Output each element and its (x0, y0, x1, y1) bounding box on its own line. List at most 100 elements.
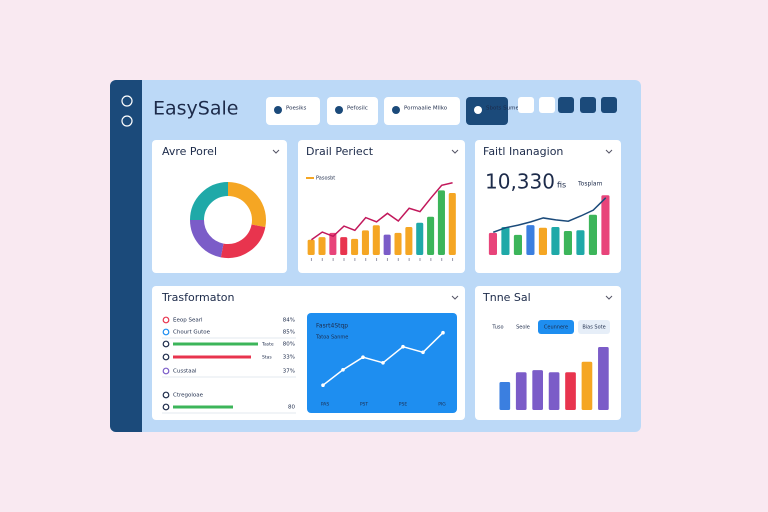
row-label: Chourt Gutoe (173, 330, 211, 336)
bar (513, 234, 522, 255)
row-label: Eeop Searl (173, 318, 203, 324)
panel-point (321, 383, 325, 388)
sidebar-icon[interactable] (121, 95, 133, 107)
row-pct: 85% (283, 330, 295, 336)
row-icon (162, 367, 170, 375)
total-value: 10,330 (485, 170, 555, 194)
row-tag: Taste (261, 342, 274, 348)
panel-point (361, 355, 365, 360)
button-label: Pefosilc (347, 106, 368, 112)
chevron[interactable] (272, 149, 280, 154)
panel-point (341, 368, 345, 372)
panel-axis-label: PIG (438, 402, 446, 408)
tab-label: Seole (516, 325, 530, 331)
bar (576, 230, 585, 255)
bar (563, 230, 572, 255)
header-button[interactable] (384, 97, 460, 125)
button-icon (474, 106, 482, 114)
donut-segment (220, 224, 266, 258)
chevron[interactable] (605, 295, 613, 300)
panel-point (441, 330, 445, 335)
bar (340, 237, 348, 255)
button-label: Poesiks (286, 106, 306, 112)
bar (598, 347, 609, 410)
tab[interactable] (578, 320, 610, 334)
sidebar-icon[interactable] (121, 115, 133, 127)
trend-line (310, 182, 453, 241)
tab[interactable] (538, 320, 574, 334)
header-button[interactable] (466, 97, 508, 125)
icon-button[interactable] (539, 97, 555, 113)
bar (307, 239, 315, 255)
progress-bar (173, 405, 233, 409)
bar (383, 234, 391, 255)
row-label: Cusstaal (173, 369, 197, 375)
bar (499, 382, 511, 410)
chevrons (272, 149, 613, 300)
row-icon (162, 353, 170, 361)
bar (416, 222, 424, 255)
header-button[interactable] (266, 97, 320, 125)
bar (538, 227, 547, 255)
row-pct: 33% (283, 355, 295, 361)
row-pct: 37% (283, 369, 295, 375)
bar (351, 238, 359, 255)
donut-segment (227, 182, 266, 228)
row-icon (162, 403, 170, 411)
header-button[interactable] (327, 97, 378, 125)
button-label: Pormaalie Mllko (404, 106, 448, 112)
row-label: Ctregoloae (173, 393, 204, 399)
row-pct: 80 (288, 405, 295, 411)
row-pct: 84% (283, 318, 295, 324)
bar (548, 372, 560, 410)
button-label: Sbots Sume (486, 106, 519, 112)
panel-point (421, 350, 425, 355)
panel-title: Fasrt4Stqp (316, 323, 348, 330)
panel-axis-label: PSE (399, 402, 408, 408)
donut-segment (190, 182, 229, 221)
row-icon (162, 316, 170, 324)
tab-label: Tuso (491, 325, 503, 331)
chevron[interactable] (605, 149, 613, 154)
bar (526, 225, 535, 255)
progress-bar (173, 342, 258, 346)
icon-button[interactable] (601, 97, 617, 113)
icon-button[interactable] (580, 97, 596, 113)
panel-point (381, 361, 385, 365)
trend-line (492, 197, 607, 233)
chevron[interactable] (451, 149, 459, 154)
bar (329, 232, 337, 255)
bar (532, 370, 543, 410)
row-pct: 80% (283, 342, 295, 348)
panel-axis-label: PAS (321, 402, 330, 408)
row-icon (162, 340, 170, 348)
legend-label: Pasosbt (316, 176, 335, 182)
icon-button[interactable] (518, 97, 534, 113)
chevron[interactable] (451, 295, 459, 300)
bar (361, 230, 369, 255)
card-title: Drail Periect (306, 145, 374, 158)
bar (394, 232, 402, 255)
button-icon (274, 106, 282, 114)
bar (318, 237, 326, 255)
panel-point (401, 344, 405, 349)
app-title: EasySale (153, 98, 238, 120)
bar (427, 216, 435, 255)
card-title: Avre Porel (162, 145, 217, 158)
total-note: Tosplam (577, 181, 603, 188)
tab-label: Ceunnere (544, 325, 568, 331)
sidebar (110, 80, 142, 432)
bar (581, 361, 593, 410)
total-unit: fis (557, 181, 566, 190)
donut-segment (190, 219, 224, 258)
tab-label: Bias Sote (582, 325, 605, 331)
bar (437, 190, 445, 255)
card-title: Tnne Sal (482, 291, 531, 304)
bar (405, 226, 413, 255)
bar (488, 232, 497, 255)
button-icon (335, 106, 343, 114)
icon-button[interactable] (558, 97, 574, 113)
row-tag: Stas (262, 355, 272, 361)
bar (515, 372, 527, 410)
